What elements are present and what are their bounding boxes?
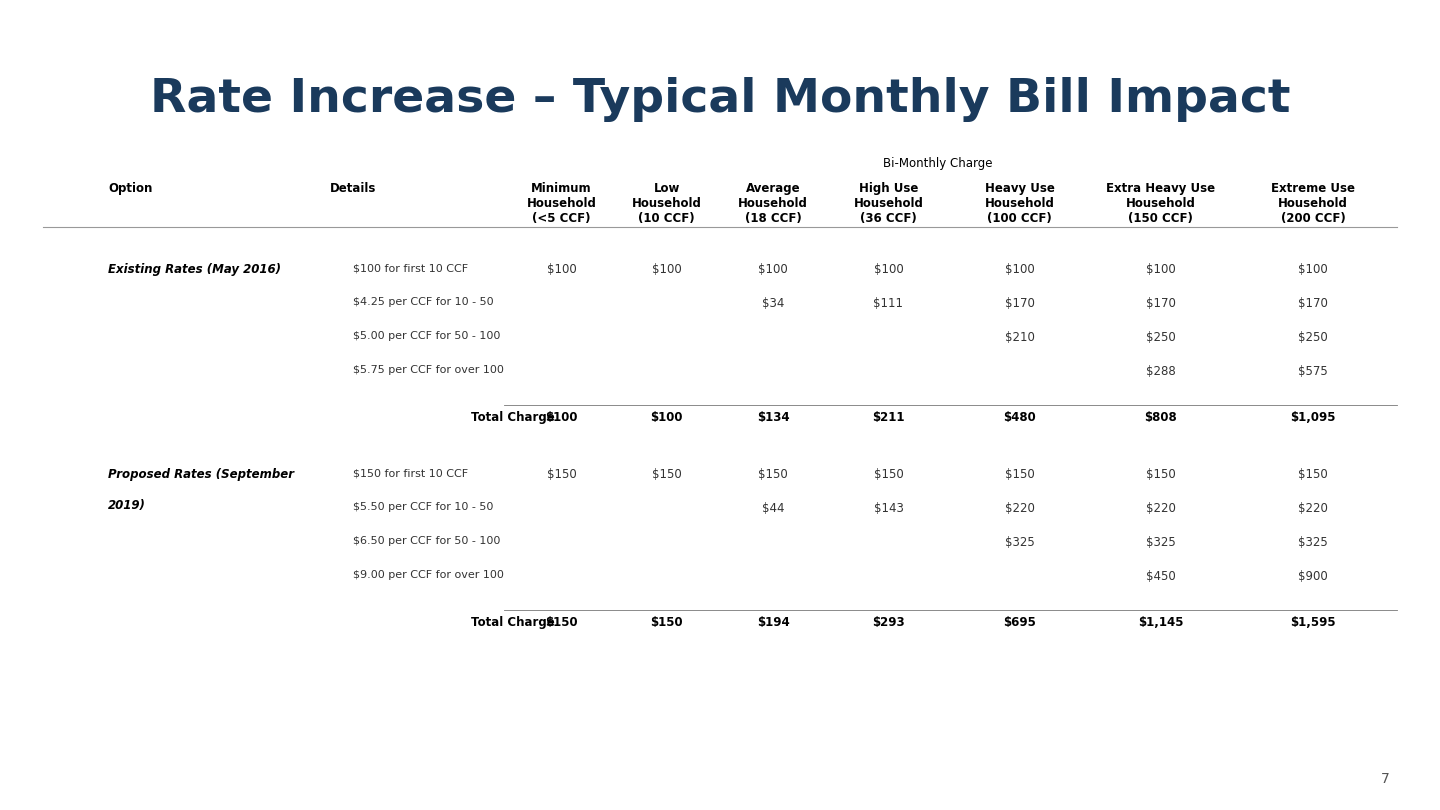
- Text: $150 for first 10 CCF: $150 for first 10 CCF: [353, 468, 468, 478]
- Text: Heavy Use
Household
(100 CCF): Heavy Use Household (100 CCF): [985, 182, 1054, 225]
- Text: $100: $100: [547, 263, 576, 276]
- Text: $250: $250: [1146, 331, 1175, 344]
- Text: $150: $150: [874, 468, 903, 481]
- Text: Bi-Monthly Charge: Bi-Monthly Charge: [883, 157, 992, 170]
- Text: $150: $150: [651, 616, 683, 629]
- Text: $150: $150: [547, 468, 576, 481]
- Text: $150: $150: [652, 468, 681, 481]
- Text: $695: $695: [1004, 616, 1035, 629]
- Text: $6.50 per CCF for 50 - 100: $6.50 per CCF for 50 - 100: [353, 536, 500, 546]
- Text: $1,595: $1,595: [1290, 616, 1336, 629]
- Text: $900: $900: [1299, 570, 1328, 583]
- Text: $194: $194: [757, 616, 789, 629]
- Text: $34: $34: [762, 297, 785, 310]
- Text: $5.50 per CCF for 10 - 50: $5.50 per CCF for 10 - 50: [353, 502, 492, 512]
- Text: $293: $293: [873, 616, 904, 629]
- Text: $44: $44: [762, 502, 785, 515]
- Text: $220: $220: [1299, 502, 1328, 515]
- Text: $808: $808: [1145, 411, 1176, 424]
- Text: $100: $100: [652, 263, 681, 276]
- Text: $100: $100: [1299, 263, 1328, 276]
- Text: $100 for first 10 CCF: $100 for first 10 CCF: [353, 263, 468, 273]
- Text: Extra Heavy Use
Household
(150 CCF): Extra Heavy Use Household (150 CCF): [1106, 182, 1215, 225]
- Text: Extreme Use
Household
(200 CCF): Extreme Use Household (200 CCF): [1272, 182, 1355, 225]
- Text: $5.75 per CCF for over 100: $5.75 per CCF for over 100: [353, 365, 504, 375]
- Text: $575: $575: [1299, 365, 1328, 378]
- Text: $325: $325: [1005, 536, 1034, 549]
- Text: Low
Household
(10 CCF): Low Household (10 CCF): [632, 182, 701, 225]
- Text: Rate Increase – Typical Monthly Bill Impact: Rate Increase – Typical Monthly Bill Imp…: [150, 77, 1290, 122]
- Text: $450: $450: [1146, 570, 1175, 583]
- Text: $100: $100: [759, 263, 788, 276]
- Text: $4.25 per CCF for 10 - 50: $4.25 per CCF for 10 - 50: [353, 297, 494, 307]
- Text: $100: $100: [651, 411, 683, 424]
- Text: $134: $134: [757, 411, 789, 424]
- Text: $288: $288: [1146, 365, 1175, 378]
- Text: High Use
Household
(36 CCF): High Use Household (36 CCF): [854, 182, 923, 225]
- Text: $150: $150: [1146, 468, 1175, 481]
- Text: $9.00 per CCF for over 100: $9.00 per CCF for over 100: [353, 570, 504, 580]
- Text: $143: $143: [874, 502, 903, 515]
- Text: $5.00 per CCF for 50 - 100: $5.00 per CCF for 50 - 100: [353, 331, 500, 341]
- Text: $150: $150: [1299, 468, 1328, 481]
- Text: $150: $150: [759, 468, 788, 481]
- Text: $150: $150: [1005, 468, 1034, 481]
- Text: $220: $220: [1005, 502, 1034, 515]
- Text: $210: $210: [1005, 331, 1034, 344]
- Text: Option: Option: [108, 182, 153, 195]
- Text: $100: $100: [1146, 263, 1175, 276]
- Text: $170: $170: [1146, 297, 1175, 310]
- Text: $1,145: $1,145: [1138, 616, 1184, 629]
- Text: 7: 7: [1381, 772, 1390, 786]
- Text: $325: $325: [1146, 536, 1175, 549]
- Text: Proposed Rates (September: Proposed Rates (September: [108, 468, 294, 481]
- Text: $1,095: $1,095: [1290, 411, 1336, 424]
- Text: $170: $170: [1299, 297, 1328, 310]
- Text: $100: $100: [874, 263, 903, 276]
- Text: 2019): 2019): [108, 499, 145, 512]
- Text: $211: $211: [873, 411, 904, 424]
- Text: $100: $100: [546, 411, 577, 424]
- Text: $170: $170: [1005, 297, 1034, 310]
- Text: $220: $220: [1146, 502, 1175, 515]
- Text: Minimum
Household
(<5 CCF): Minimum Household (<5 CCF): [527, 182, 596, 225]
- Text: Total Charge: Total Charge: [471, 411, 554, 424]
- Text: Average
Household
(18 CCF): Average Household (18 CCF): [739, 182, 808, 225]
- Text: $480: $480: [1004, 411, 1035, 424]
- Text: Total Charge: Total Charge: [471, 616, 554, 629]
- Text: $100: $100: [1005, 263, 1034, 276]
- Text: $250: $250: [1299, 331, 1328, 344]
- Text: $150: $150: [546, 616, 577, 629]
- Text: $325: $325: [1299, 536, 1328, 549]
- Text: $111: $111: [874, 297, 903, 310]
- Text: Details: Details: [330, 182, 376, 195]
- Text: Existing Rates (May 2016): Existing Rates (May 2016): [108, 263, 281, 276]
